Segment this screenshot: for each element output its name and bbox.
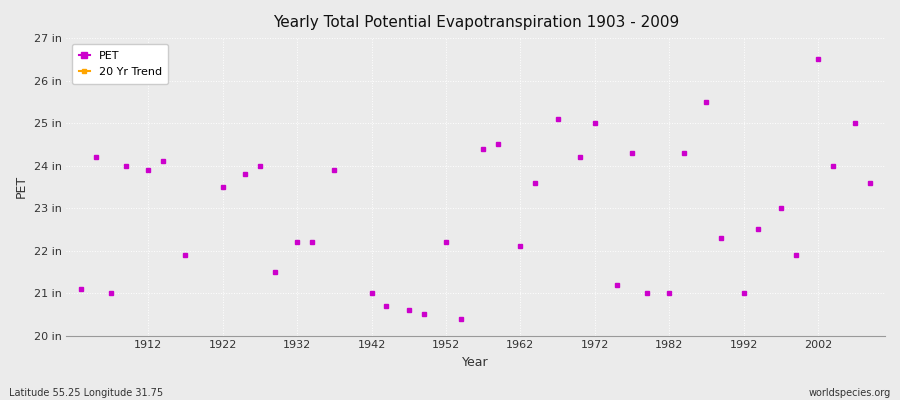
PET [679,150,689,155]
PET [642,291,652,296]
Legend: PET, 20 Yr Trend: PET, 20 Yr Trend [72,44,168,84]
Title: Yearly Total Potential Evapotranspiration 1903 - 2009: Yearly Total Potential Evapotranspiratio… [273,15,679,30]
Y-axis label: PET: PET [15,175,28,198]
Text: worldspecies.org: worldspecies.org [809,388,891,398]
X-axis label: Year: Year [463,356,489,369]
PET [716,236,726,240]
PET [865,180,876,185]
PET [76,286,86,291]
Text: Latitude 55.25 Longitude 31.75: Latitude 55.25 Longitude 31.75 [9,388,163,398]
Line: PET: PET [79,57,872,321]
